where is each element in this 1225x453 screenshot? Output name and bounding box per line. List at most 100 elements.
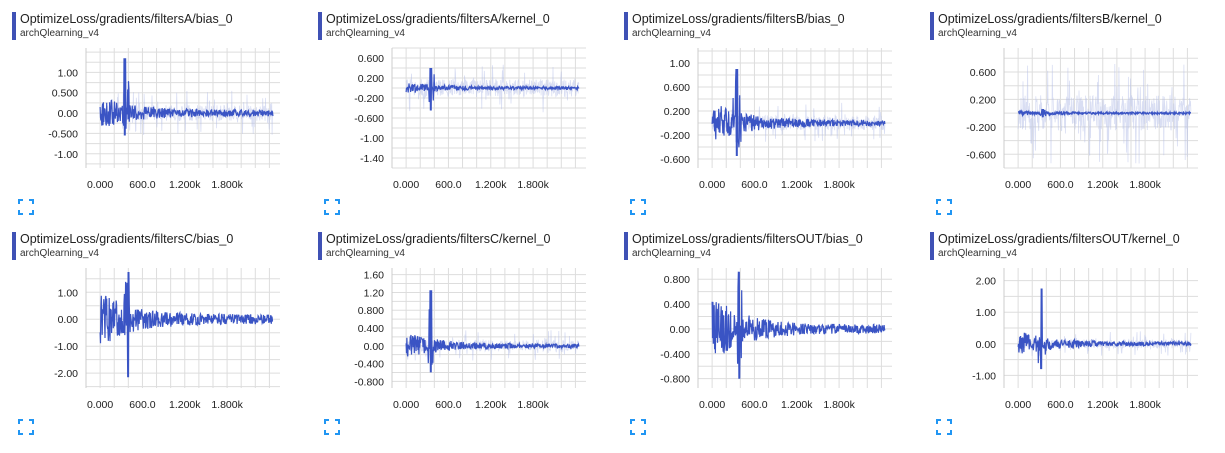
expand-icon: [18, 199, 34, 215]
series-line: [99, 271, 274, 378]
x-tick-label: 600.0: [741, 179, 767, 190]
line-chart: 0.800 0.400 0.00 -0.400 -0.800 0.000 600.0 1.20…: [660, 268, 892, 410]
y-tick-label: 1.60: [364, 270, 385, 282]
y-tick-label: 0.00: [58, 108, 79, 120]
chart-card: OptimizeLoss/gradients/filtersA/kernel_0…: [306, 0, 596, 215]
y-tick-label: 1.20: [364, 287, 385, 299]
y-tick-label: 1.00: [58, 67, 79, 79]
chart-card: OptimizeLoss/gradients/filtersOUT/kernel…: [918, 220, 1208, 435]
run-name: archQlearning_v4: [326, 248, 405, 259]
expand-button[interactable]: [936, 199, 952, 215]
x-tick-label: 600.0: [129, 179, 155, 190]
x-tick-label: 1.800k: [517, 399, 549, 410]
line-chart: 2.00 1.00 0.00 -1.00 0.000 600.0 1.200k 1.800k: [972, 268, 1198, 410]
expand-button[interactable]: [630, 199, 646, 215]
x-tick-label: 1.800k: [823, 399, 855, 410]
card-header: OptimizeLoss/gradients/filtersA/bias_0 ar…: [12, 12, 288, 40]
expand-icon: [324, 199, 340, 215]
line-chart: 0.600 0.200 -0.200 -0.600 0.000 600.0 1.200k 1.…: [966, 48, 1198, 190]
chart-card: OptimizeLoss/gradients/filtersB/bias_0 ar…: [612, 0, 902, 215]
run-name: archQlearning_v4: [938, 248, 1017, 259]
y-tick-label: -0.600: [354, 113, 384, 125]
x-tick-label: 1.200k: [475, 179, 507, 190]
expand-icon: [324, 419, 340, 435]
x-tick-label: 1.800k: [517, 179, 549, 190]
x-tick-label: 0.000: [87, 399, 113, 410]
expand-button[interactable]: [18, 419, 34, 435]
expand-icon: [936, 199, 952, 215]
chart-title: OptimizeLoss/gradients/filtersOUT/kernel…: [938, 232, 1180, 246]
y-tick-label: 0.200: [664, 106, 690, 118]
expand-button[interactable]: [936, 419, 952, 435]
chart-title: OptimizeLoss/gradients/filtersC/kernel_0: [326, 232, 551, 246]
y-tick-label: 0.600: [358, 53, 384, 65]
expand-button[interactable]: [630, 419, 646, 435]
x-tick-label: 0.000: [1005, 179, 1031, 190]
x-tick-label: 600.0: [435, 179, 461, 190]
x-tick-label: 1.200k: [781, 179, 813, 190]
y-tick-label: 0.00: [976, 339, 997, 351]
run-name: archQlearning_v4: [632, 28, 711, 39]
y-tick-label: 0.600: [970, 67, 996, 79]
y-tick-label: 1.00: [58, 287, 79, 299]
chart-title: OptimizeLoss/gradients/filtersA/bias_0: [20, 12, 233, 26]
y-tick-label: 0.00: [58, 314, 79, 326]
chart-title: OptimizeLoss/gradients/filtersC/bias_0: [20, 232, 234, 246]
y-tick-label: -1.00: [360, 133, 384, 145]
run-name: archQlearning_v4: [326, 28, 405, 39]
card-header: OptimizeLoss/gradients/filtersB/bias_0 ar…: [624, 12, 900, 40]
card-header: OptimizeLoss/gradients/filtersC/kernel_0…: [318, 232, 594, 260]
y-tick-label: 0.200: [358, 73, 384, 85]
x-tick-label: 1.800k: [211, 179, 243, 190]
expand-icon: [18, 419, 34, 435]
expand-button[interactable]: [324, 199, 340, 215]
x-tick-label: 600.0: [129, 399, 155, 410]
y-tick-label: -1.40: [360, 153, 384, 165]
y-tick-label: 0.00: [670, 324, 691, 336]
y-tick-label: 0.200: [970, 94, 996, 106]
y-tick-label: -0.600: [660, 154, 690, 166]
x-tick-label: 1.200k: [1087, 179, 1119, 190]
expand-button[interactable]: [324, 419, 340, 435]
x-tick-label: 1.200k: [169, 399, 201, 410]
chart-card: OptimizeLoss/gradients/filtersOUT/bias_0…: [612, 220, 902, 435]
series-line: [405, 67, 580, 111]
y-tick-label: -0.800: [354, 376, 384, 388]
y-tick-label: -0.600: [966, 149, 996, 161]
expand-icon: [630, 419, 646, 435]
y-tick-label: -0.500: [48, 128, 78, 140]
chart-card: OptimizeLoss/gradients/filtersB/kernel_0…: [918, 0, 1208, 215]
y-tick-label: 1.00: [976, 307, 997, 319]
line-chart: 1.00 0.00 -1.00 -2.00 0.000 600.0 1.200k 1.800k: [54, 268, 280, 410]
y-tick-label: 1.00: [670, 58, 691, 70]
expand-button[interactable]: [18, 199, 34, 215]
y-tick-label: 0.800: [664, 274, 690, 286]
expand-icon: [630, 199, 646, 215]
series-line: [405, 290, 580, 373]
x-tick-label: 0.000: [87, 179, 113, 190]
series-line: [99, 58, 274, 136]
chart-card: OptimizeLoss/gradients/filtersA/bias_0 ar…: [0, 0, 290, 215]
chart-title: OptimizeLoss/gradients/filtersOUT/bias_0: [632, 232, 863, 246]
x-tick-label: 1.200k: [1087, 399, 1119, 410]
y-tick-label: -0.400: [660, 349, 690, 361]
y-tick-label: -0.200: [966, 122, 996, 134]
x-tick-label: 0.000: [393, 399, 419, 410]
line-chart: 1.00 0.500 0.00 -0.500 -1.00 0.000 600.0 1.200k…: [48, 48, 280, 190]
run-name: archQlearning_v4: [20, 248, 99, 259]
y-tick-label: -0.200: [660, 130, 690, 142]
y-tick-label: 0.400: [358, 323, 384, 335]
y-tick-label: -1.00: [54, 149, 78, 161]
y-tick-label: 0.500: [52, 88, 78, 100]
y-tick-label: -1.00: [972, 370, 996, 382]
x-tick-label: 1.200k: [475, 399, 507, 410]
y-tick-label: -2.00: [54, 368, 78, 380]
card-header: OptimizeLoss/gradients/filtersB/kernel_0…: [930, 12, 1206, 40]
y-tick-label: 2.00: [976, 276, 997, 288]
chart-title: OptimizeLoss/gradients/filtersB/kernel_0: [938, 12, 1162, 26]
y-tick-label: -0.800: [660, 374, 690, 386]
x-tick-label: 0.000: [699, 179, 725, 190]
x-tick-label: 0.000: [699, 399, 725, 410]
